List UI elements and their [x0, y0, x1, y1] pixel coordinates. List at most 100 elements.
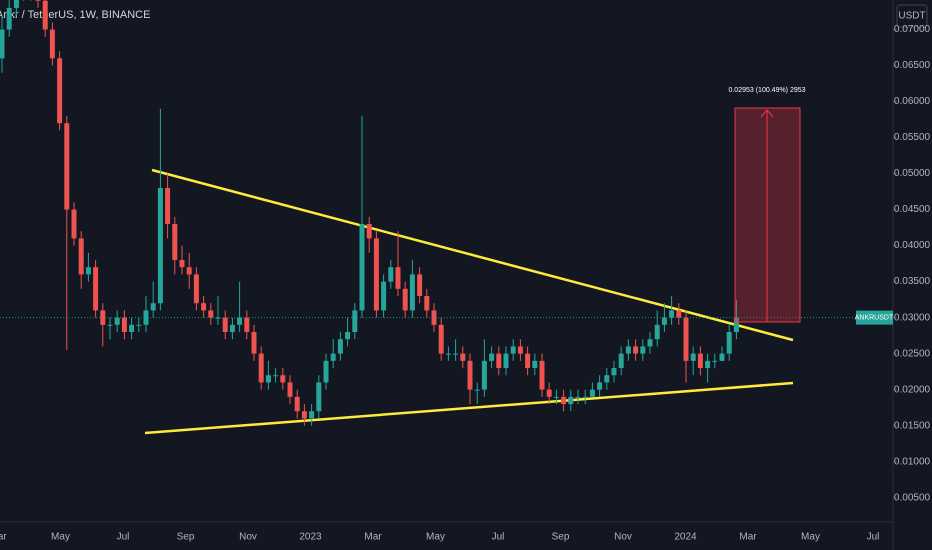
candle-body: [510, 346, 516, 354]
candle-body: [381, 281, 387, 311]
candle-body: [193, 274, 199, 304]
candle-body: [618, 353, 624, 369]
y-tick-label: 0.07000: [894, 24, 931, 35]
candle-body: [633, 346, 639, 354]
y-tick-label: 0.02500: [894, 348, 931, 359]
y-tick-label: 0.04500: [894, 204, 931, 215]
candle-body: [568, 396, 574, 405]
x-tick-label: Mar: [739, 532, 757, 543]
symbol-title: Ankr / TetherUS, 1W, BINANCE: [0, 9, 150, 21]
candle-body: [42, 0, 48, 30]
candle-body: [733, 317, 739, 333]
candle-body: [373, 238, 379, 311]
candle-body: [215, 317, 221, 319]
candle-body: [460, 353, 466, 361]
plot-area: Ankr / TetherUS, 1W, BINANCE 0.02953 (10…: [0, 0, 893, 435]
y-tick-label: 0.05000: [894, 168, 931, 179]
x-tick-label: 2024: [674, 532, 697, 543]
candle-body: [222, 317, 228, 333]
candle-body: [352, 310, 358, 333]
candle-body: [244, 317, 250, 333]
measure-arrow-head: [760, 109, 774, 118]
candle-body: [157, 187, 163, 304]
y-tick-label: 0.02000: [894, 384, 931, 395]
candle-body: [503, 353, 509, 369]
x-tick-label: Sep: [552, 532, 570, 543]
candle-body: [388, 267, 394, 282]
y-tick-label: 0.00500: [894, 492, 931, 503]
candle-body: [93, 267, 99, 311]
candle-body: [359, 223, 365, 311]
candle-body: [517, 346, 523, 354]
candle-body: [57, 58, 63, 124]
currency-label[interactable]: USDT: [898, 11, 925, 22]
candle-body: [705, 360, 711, 369]
x-tick-label: Jul: [492, 532, 505, 543]
candle-body: [453, 353, 459, 355]
candle-body: [417, 274, 423, 297]
candle-body: [6, 7, 12, 30]
candle-body: [582, 396, 588, 398]
candle-body: [280, 375, 286, 383]
candle-body: [237, 317, 243, 325]
candle-body: [330, 353, 336, 361]
x-tick-label: May: [51, 532, 70, 543]
y-tick-label: 0.06500: [894, 60, 931, 71]
candle-body: [179, 260, 185, 268]
candle-body: [647, 339, 653, 347]
candle-body: [265, 375, 271, 383]
price-tag: [856, 310, 893, 325]
candle-body: [258, 353, 264, 383]
currency-box[interactable]: [896, 4, 928, 28]
candle-body: [409, 274, 415, 311]
y-tick-label: 0.04000: [894, 240, 931, 251]
candle-body: [150, 303, 156, 311]
x-tick-label: 2023: [299, 532, 322, 543]
candle-body: [496, 353, 502, 369]
currency-button[interactable]: USDT: [896, 4, 928, 28]
candle-body: [121, 317, 127, 333]
candle-body: [597, 382, 603, 390]
y-tick-label: 0.01500: [894, 420, 931, 431]
price-tag-label: ANKRUSDT: [855, 314, 894, 321]
candle-body: [251, 332, 257, 354]
candle-body: [589, 389, 595, 397]
candle-body: [309, 411, 315, 419]
candle-body: [201, 303, 207, 311]
candle-body: [640, 346, 646, 354]
candle-body: [669, 310, 675, 318]
x-tick-label: Jul: [867, 532, 880, 543]
y-tick-label: 0.06000: [894, 96, 931, 107]
candle-body: [690, 353, 696, 361]
y-tick-label: 0.01000: [894, 456, 931, 467]
candle-body: [424, 296, 430, 311]
candle-body: [186, 267, 192, 275]
candle-body: [395, 267, 401, 289]
candle-body: [136, 324, 142, 326]
y-tick-label: 0.05500: [894, 132, 931, 143]
x-tick-label: Mar: [364, 532, 382, 543]
candle-body: [172, 223, 178, 260]
y-tick-label: 0.03000: [894, 312, 931, 323]
candle-body: [287, 382, 293, 397]
candle-body: [273, 375, 279, 377]
candle-body: [85, 267, 91, 275]
candle-body: [553, 396, 559, 398]
candle-body: [143, 310, 149, 325]
candle-body: [35, 0, 41, 1]
candle-body: [49, 29, 55, 59]
candle-body: [719, 353, 725, 361]
candle-body: [71, 209, 77, 239]
candle-body: [366, 223, 372, 239]
candle-body: [445, 353, 451, 355]
candle-body: [474, 389, 480, 391]
y-tick-label: 0.03500: [894, 276, 931, 287]
candle-body: [525, 353, 531, 369]
candle-body: [323, 360, 329, 383]
candle-body: [489, 353, 495, 361]
candle-body: [402, 288, 408, 311]
x-tick-label: Sep: [177, 532, 195, 543]
measure-label: 0.02953 (100.49%) 2953: [728, 87, 805, 94]
x-tick-label: Nov: [239, 532, 257, 543]
